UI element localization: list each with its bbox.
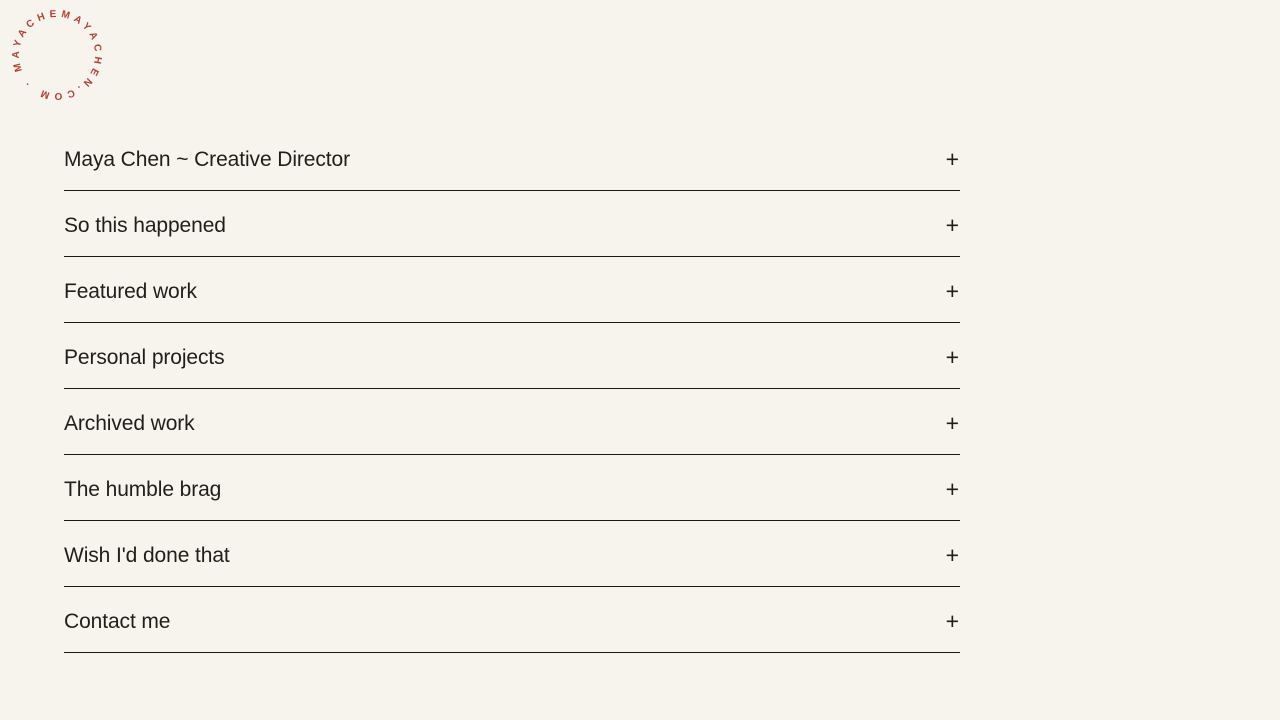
plus-icon[interactable]: + [945,278,959,304]
accordion-row[interactable]: Archived work + [64,389,960,455]
accordion-row-label: Personal projects [64,345,225,369]
accordion-row[interactable]: So this happened + [64,191,960,257]
accordion-row-label: Contact me [64,609,171,633]
plus-icon[interactable]: + [945,542,959,568]
plus-icon[interactable]: + [945,344,959,370]
accordion-row[interactable]: Wish I'd done that + [64,521,960,587]
accordion-row[interactable]: The humble brag + [64,455,960,521]
accordion-row-label: Maya Chen ~ Creative Director [64,147,350,171]
accordion-row[interactable]: Featured work + [64,257,960,323]
plus-icon[interactable]: + [945,410,959,436]
accordion-row-label: Archived work [64,411,195,435]
accordion-row-label: Wish I'd done that [64,543,230,567]
accordion-row[interactable]: Maya Chen ~ Creative Director + [64,125,960,191]
plus-icon[interactable]: + [945,212,959,238]
logo-ring-text: · MAYACHEMAYACHEN.COM [0,0,122,120]
plus-icon[interactable]: + [945,146,959,172]
accordion-row[interactable]: Personal projects + [64,323,960,389]
accordion-menu: Maya Chen ~ Creative Director + So this … [64,125,960,653]
accordion-row-label: Featured work [64,279,197,303]
circular-logo-ring-icon: · MAYACHEMAYACHEN.COM [0,0,122,120]
circular-logo[interactable]: · MAYACHEMAYACHEN.COM [0,0,122,120]
accordion-row[interactable]: Contact me + [64,587,960,653]
plus-icon[interactable]: + [945,608,959,634]
plus-icon[interactable]: + [945,476,959,502]
accordion-row-label: So this happened [64,213,226,237]
accordion-row-label: The humble brag [64,477,222,501]
